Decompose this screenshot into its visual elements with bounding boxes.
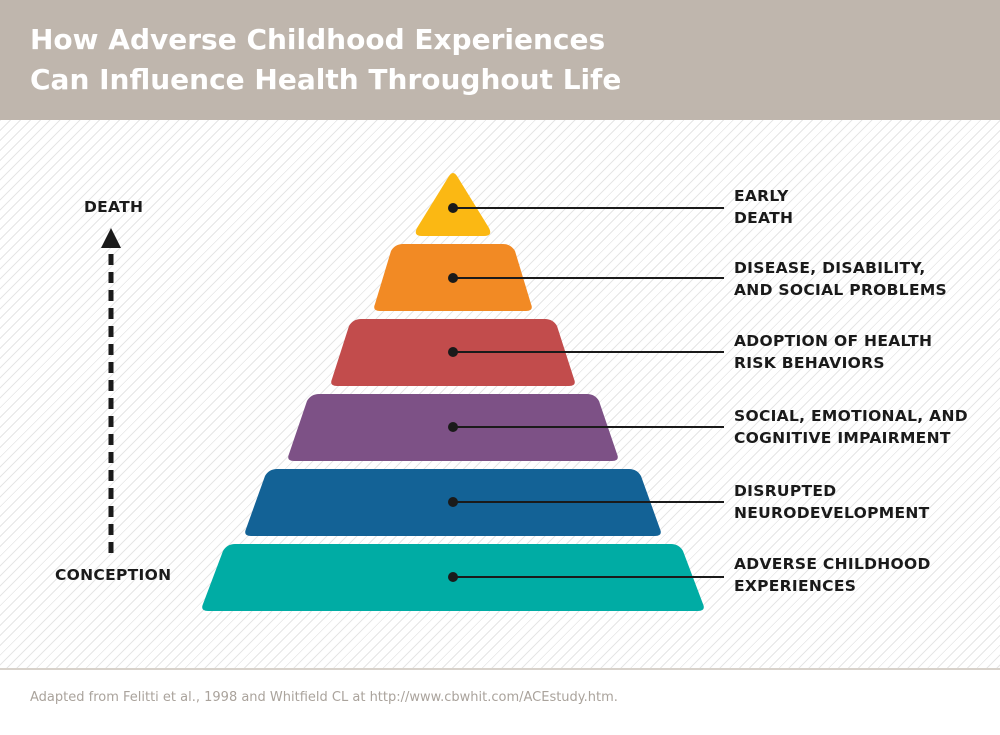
tier-marker-dot	[448, 203, 458, 213]
tier-label-neurodevelopment: DISRUPTED NEURODEVELOPMENT	[734, 480, 930, 524]
timeline-arrow-head	[101, 228, 121, 248]
tier-label-early-death: EARLY DEATH	[734, 185, 793, 229]
timeline-label-conception: CONCEPTION	[55, 566, 172, 584]
tier-label-line-2: NEURODEVELOPMENT	[734, 504, 930, 522]
tier-label-line-2: DEATH	[734, 209, 794, 227]
source-citation: Adapted from Felitti et al., 1998 and Wh…	[30, 690, 618, 705]
title-line-2: Can Influence Health Throughout Life	[30, 63, 622, 96]
leader-lines	[448, 203, 724, 582]
tier-label-line-2: EXPERIENCES	[734, 577, 857, 595]
title-line-1: How Adverse Childhood Experiences	[30, 23, 606, 56]
tier-label-line-1: ADVERSE CHILDHOOD	[734, 555, 931, 573]
tier-label-line-1: ADOPTION OF HEALTH	[734, 332, 933, 350]
tier-label-impairment: SOCIAL, EMOTIONAL, AND COGNITIVE IMPAIRM…	[734, 405, 968, 449]
page-title: How Adverse Childhood Experiences Can In…	[30, 20, 621, 100]
tier-label-line-1: SOCIAL, EMOTIONAL, AND	[734, 407, 968, 425]
tier-label-line-2: COGNITIVE IMPAIRMENT	[734, 429, 951, 447]
timeline-label-death: DEATH	[84, 198, 144, 216]
tier-label-line-2: AND SOCIAL PROBLEMS	[734, 281, 948, 299]
tier-marker-dot	[448, 347, 458, 357]
tier-marker-dot	[448, 273, 458, 283]
tier-marker-dot	[448, 497, 458, 507]
tier-label-disease: DISEASE, DISABILITY, AND SOCIAL PROBLEMS	[734, 257, 947, 301]
tier-marker-dot	[448, 422, 458, 432]
tier-label-adverse-experiences: ADVERSE CHILDHOOD EXPERIENCES	[734, 553, 931, 597]
header-banner: How Adverse Childhood Experiences Can In…	[0, 0, 1000, 120]
tier-label-line-1: EARLY	[734, 187, 789, 205]
tier-label-risk-behaviors: ADOPTION OF HEALTH RISK BEHAVIORS	[734, 330, 932, 374]
tier-label-line-1: DISEASE, DISABILITY,	[734, 259, 926, 277]
tier-marker-dot	[448, 572, 458, 582]
tier-label-line-1: DISRUPTED	[734, 482, 837, 500]
tier-label-line-2: RISK BEHAVIORS	[734, 354, 885, 372]
footer: Adapted from Felitti et al., 1998 and Wh…	[0, 668, 1000, 735]
